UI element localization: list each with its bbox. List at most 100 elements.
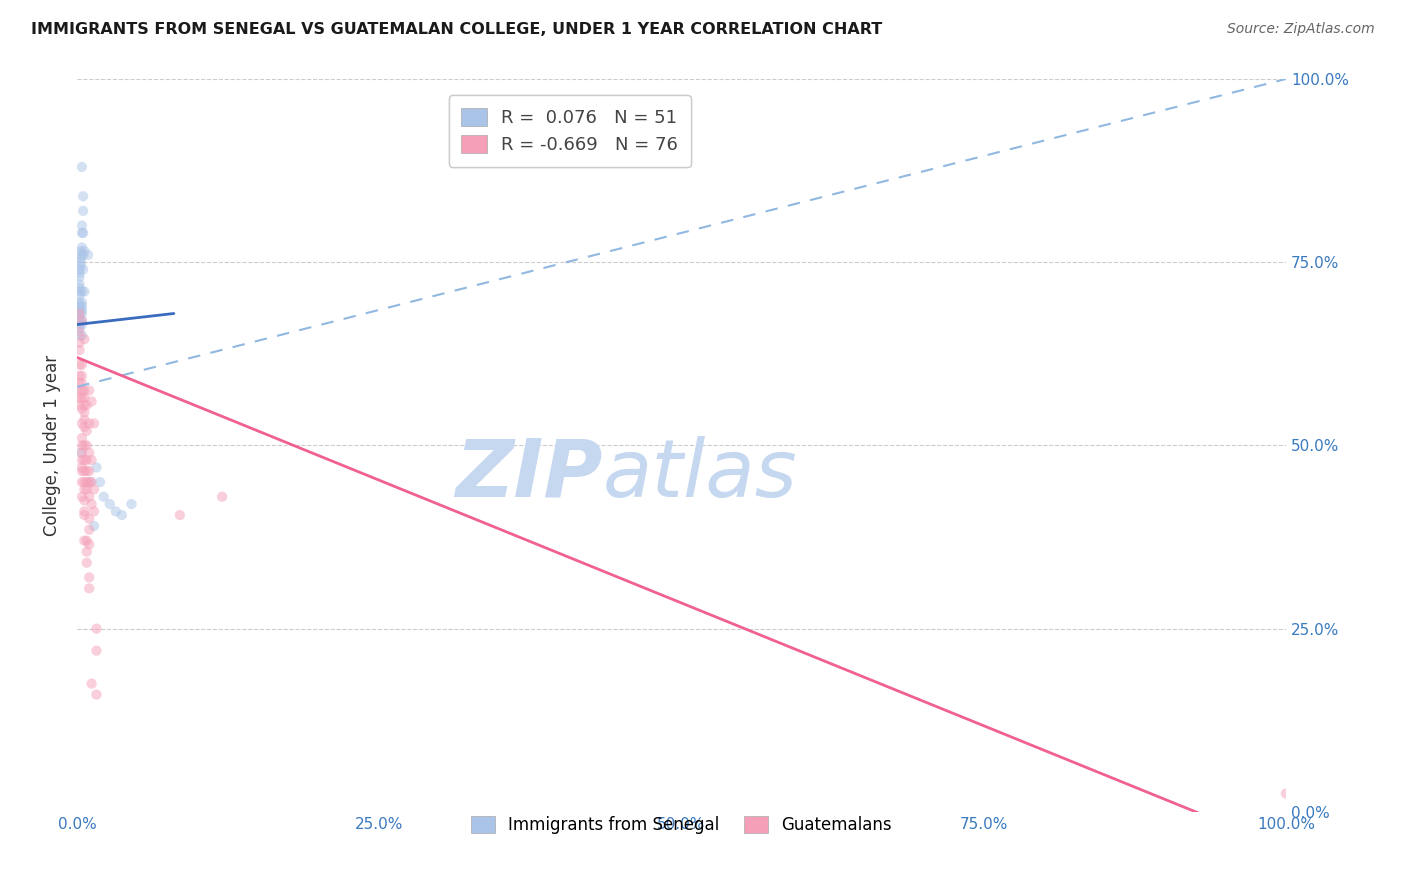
Point (73, 405, 96, 419)
Point (211, 490, 233, 504)
Point (70, 368, 93, 383)
Point (76, 398, 98, 412)
Point (72, 248, 94, 262)
Point (76, 544, 98, 558)
Point (70, 453, 93, 467)
Point (69, 306, 91, 320)
Point (70, 401, 93, 416)
Point (69, 398, 91, 412)
Point (69, 358, 91, 372)
Point (69, 262, 91, 277)
Point (73, 453, 96, 467)
Point (70, 226, 93, 240)
Point (73, 483, 96, 497)
Point (77, 582, 100, 596)
Point (73, 244, 96, 259)
Point (77, 248, 100, 262)
Point (69, 376, 91, 391)
Point (76, 453, 98, 467)
Point (72, 226, 94, 240)
Point (70, 314, 93, 328)
Point (73, 420, 96, 434)
Point (77, 512, 100, 526)
Point (169, 508, 191, 522)
Point (69, 285, 91, 299)
Point (70, 299, 93, 313)
Point (80, 676, 103, 690)
Point (70, 490, 93, 504)
Point (1275, 787, 1298, 801)
Point (77, 446, 100, 460)
Text: atlas: atlas (603, 436, 797, 514)
Point (70, 358, 93, 372)
Point (70, 438, 93, 452)
Point (73, 508, 96, 522)
Point (69, 314, 91, 328)
Point (69, 446, 91, 460)
Point (73, 438, 96, 452)
Point (70, 302, 93, 317)
Point (69, 269, 91, 284)
Point (80, 453, 103, 467)
Point (70, 306, 93, 320)
Point (70, 464, 93, 478)
Point (70, 295, 93, 310)
Point (73, 398, 96, 412)
Point (77, 570, 100, 584)
Point (73, 413, 96, 427)
Point (69, 252, 91, 266)
Point (83, 504, 105, 518)
Point (86, 643, 108, 657)
Point (83, 417, 105, 431)
Point (86, 622, 108, 636)
Point (73, 285, 96, 299)
Point (69, 318, 91, 332)
Point (86, 688, 108, 702)
Point (73, 504, 96, 518)
Point (69, 321, 91, 335)
Point (104, 504, 127, 518)
Point (77, 523, 100, 537)
Point (70, 446, 93, 460)
Text: IMMIGRANTS FROM SENEGAL VS GUATEMALAN COLLEGE, UNDER 1 YEAR CORRELATION CHART: IMMIGRANTS FROM SENEGAL VS GUATEMALAN CO… (31, 22, 882, 37)
Point (70, 376, 93, 391)
Point (69, 335, 91, 350)
Point (73, 493, 96, 508)
Point (69, 310, 91, 325)
Point (83, 483, 105, 497)
Point (69, 368, 91, 383)
Point (70, 417, 93, 431)
Y-axis label: College, Under 1 year: College, Under 1 year (44, 355, 60, 536)
Point (70, 475, 93, 489)
Point (69, 244, 91, 259)
Point (70, 431, 93, 445)
Point (76, 464, 98, 478)
Point (80, 497, 103, 511)
Point (76, 556, 98, 570)
Point (70, 241, 93, 255)
Point (69, 277, 91, 292)
Point (79, 475, 101, 489)
Point (80, 475, 103, 489)
Point (73, 391, 96, 405)
Point (77, 537, 100, 551)
Point (70, 219, 93, 233)
Point (69, 295, 91, 310)
Point (77, 475, 100, 489)
Point (69, 259, 91, 273)
Point (70, 384, 93, 398)
Point (76, 533, 98, 548)
Point (73, 533, 96, 548)
Point (70, 314, 93, 328)
Point (98, 497, 121, 511)
Point (70, 460, 93, 475)
Point (93, 490, 115, 504)
Point (73, 332, 96, 346)
Point (70, 318, 93, 332)
Point (69, 255, 91, 269)
Point (69, 288, 91, 302)
Point (76, 483, 98, 497)
Point (72, 262, 94, 277)
Point (111, 508, 134, 522)
Point (69, 302, 91, 317)
